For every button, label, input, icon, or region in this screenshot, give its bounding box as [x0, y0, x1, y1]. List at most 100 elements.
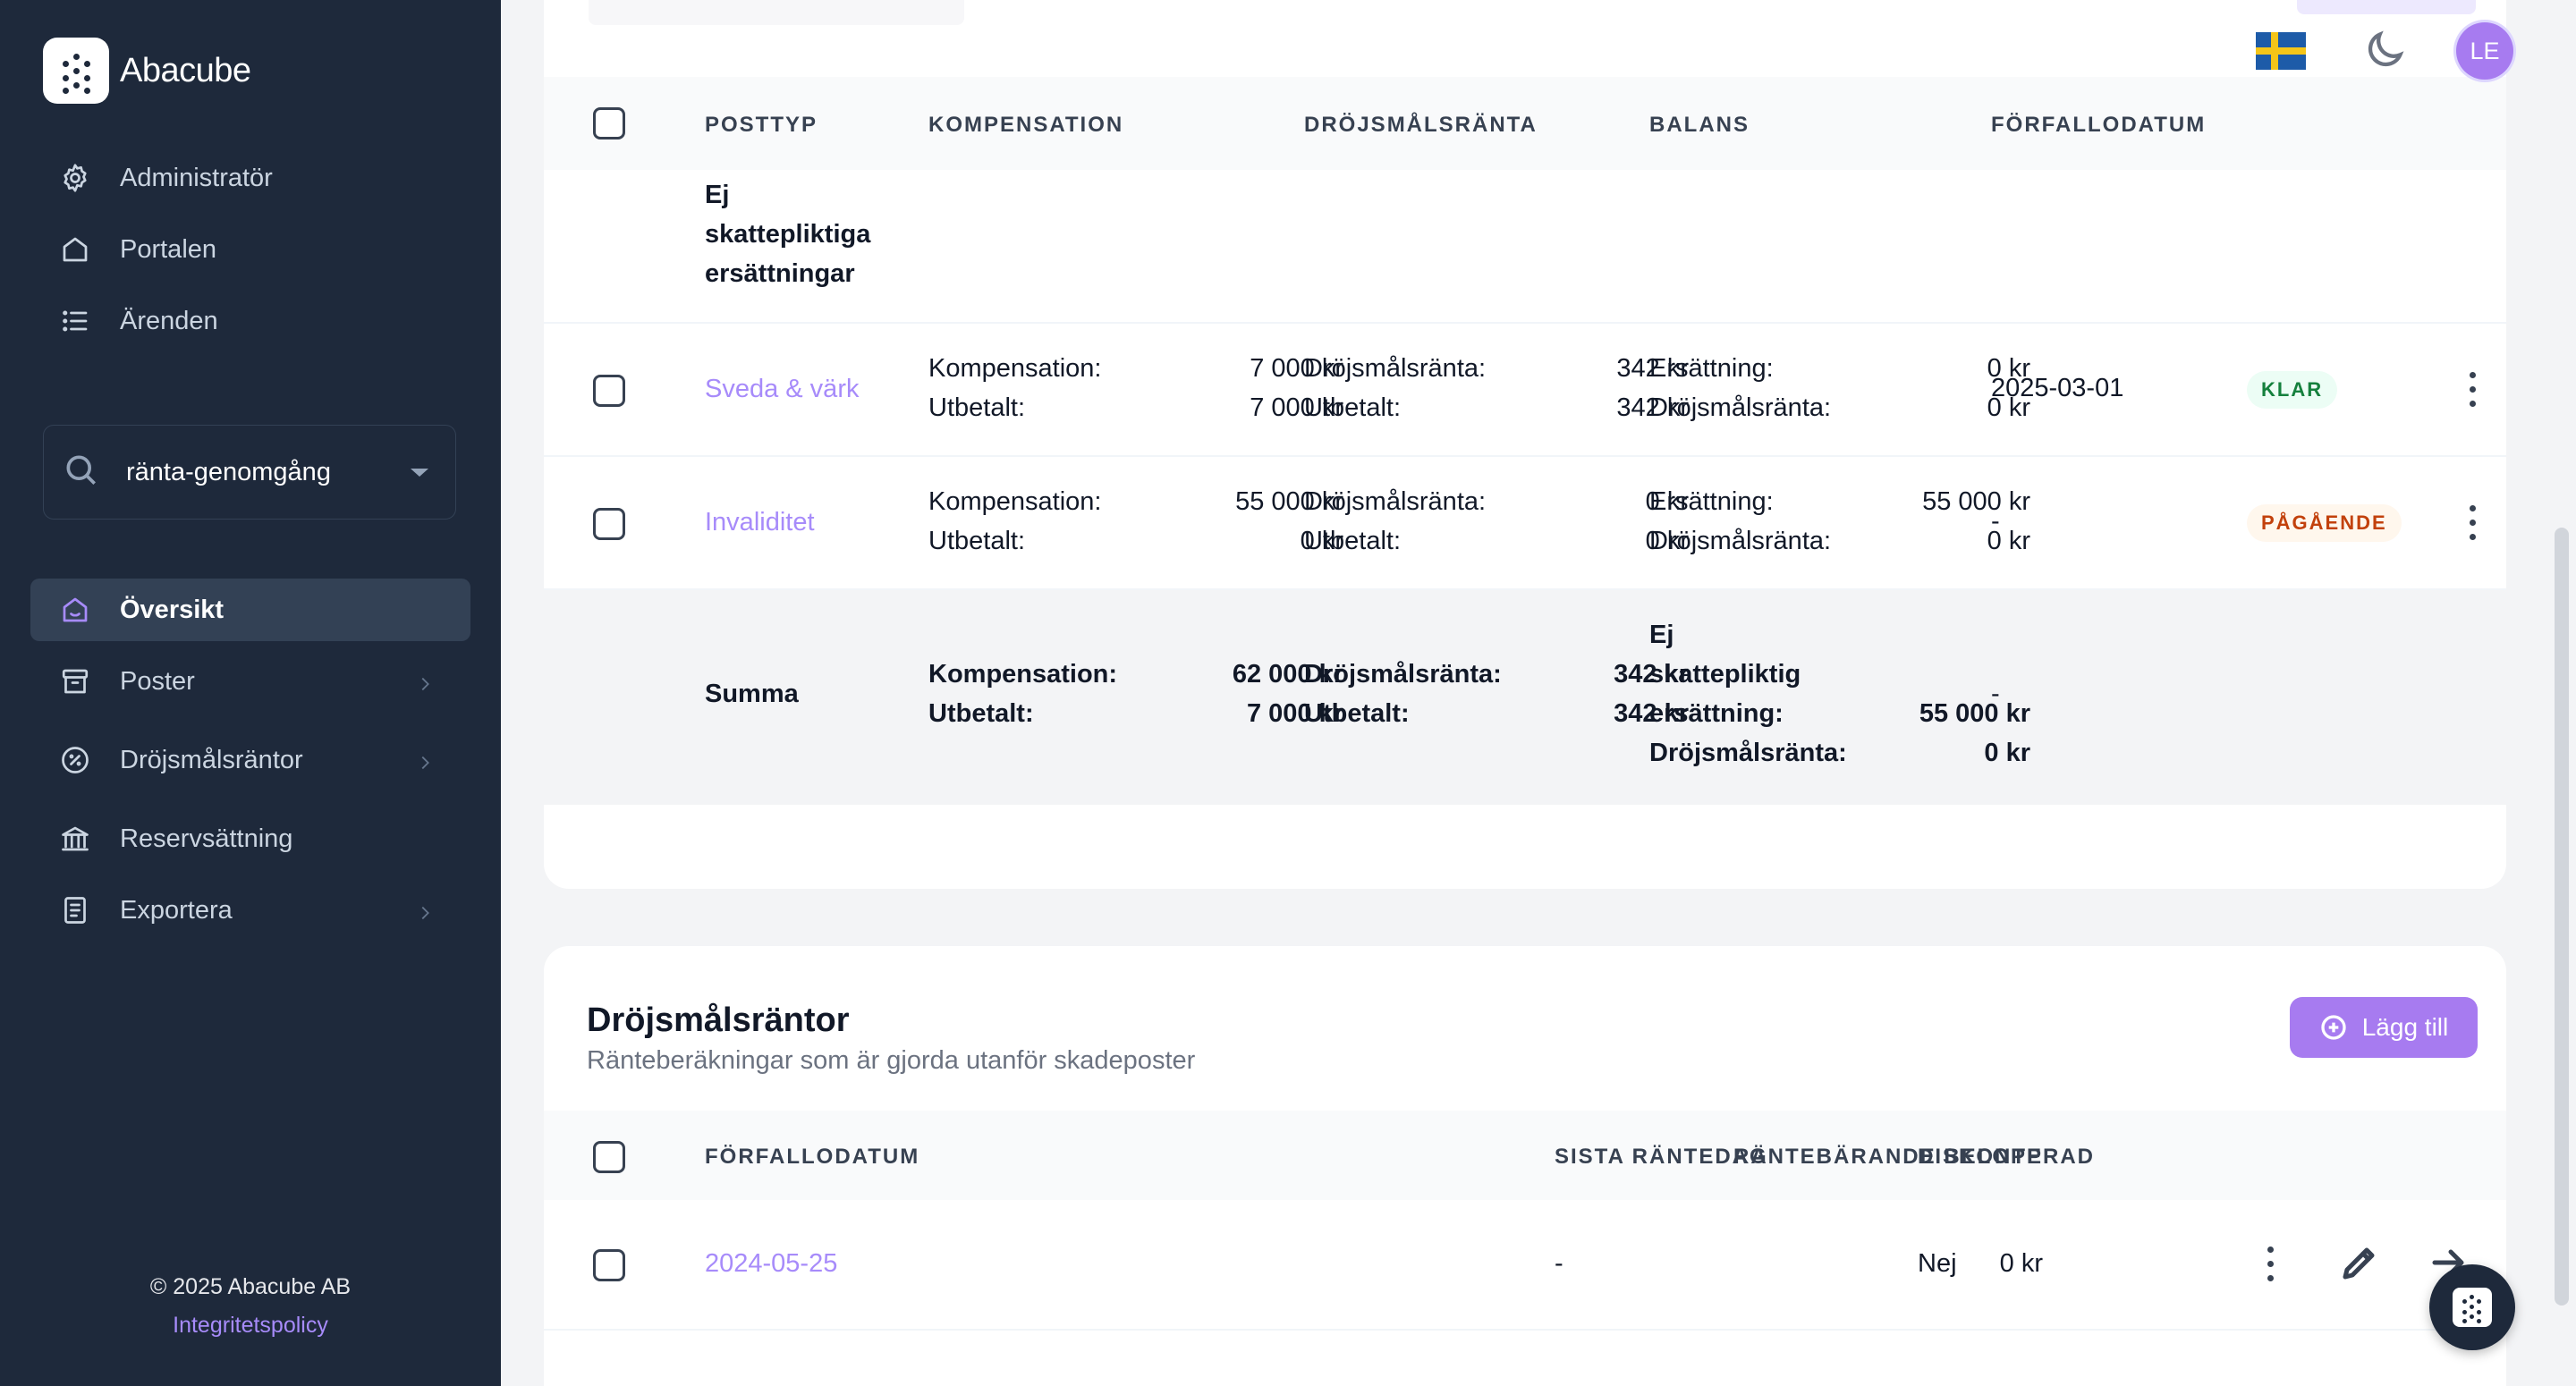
- cell-value: 342 kr: [1616, 354, 1689, 383]
- group-label: skattepliktiga: [705, 220, 871, 249]
- privacy-policy-link[interactable]: Integritetspolicy: [173, 1313, 328, 1338]
- column-header[interactable]: DISKONTERAD: [1918, 1145, 2096, 1169]
- archive-icon: [57, 663, 93, 699]
- row-checkbox[interactable]: [593, 508, 625, 540]
- posttyp-link[interactable]: Sveda & värk: [705, 375, 860, 403]
- sidebar-item-administrator[interactable]: Administratör: [30, 147, 470, 209]
- sidebar-item-label: Administratör: [120, 163, 273, 192]
- interest-card: Dröjsmålsräntor Ränteberäkningar som är …: [544, 946, 2506, 1386]
- sidebar-item-arenden[interactable]: Ärenden: [30, 290, 470, 352]
- column-header[interactable]: BALANS: [1649, 113, 1750, 137]
- sidebar-item-label: Översikt: [120, 595, 225, 624]
- cell-value: 0 kr: [1645, 487, 1689, 516]
- status-badge: PÅGÅENDE: [2247, 504, 2402, 542]
- more-options-icon[interactable]: [2467, 503, 2478, 543]
- column-header[interactable]: FÖRFALLODATUM: [705, 1145, 920, 1169]
- cell-label: skattepliktig: [1649, 660, 1801, 689]
- case-selector[interactable]: ränta-genomgång: [43, 425, 456, 520]
- column-header[interactable]: POSTTYP: [705, 113, 818, 137]
- chevron-right-icon: [415, 750, 435, 780]
- table-group-row: Ej skattepliktiga ersättningar: [544, 170, 2506, 324]
- document-icon: [57, 892, 93, 928]
- case-selector-value: ränta-genomgång: [126, 457, 331, 486]
- sidebar-item-poster[interactable]: Poster: [30, 650, 470, 713]
- cell-label: Ej: [1649, 621, 1674, 649]
- page-scrollbar[interactable]: [2555, 528, 2569, 1306]
- cell-label: Dröjsmålsränta:: [1649, 739, 1847, 767]
- cell-label: ersättning:: [1649, 699, 1784, 728]
- sidebar-item-label: Dröjsmålsräntor: [120, 745, 303, 774]
- sidebar-item-label: Exportera: [120, 895, 233, 925]
- cell-label: Kompensation:: [928, 354, 1102, 383]
- home-icon: [57, 592, 93, 628]
- brand-logo[interactable]: Abacube: [43, 38, 251, 104]
- more-options-icon[interactable]: [2467, 370, 2478, 410]
- chevron-right-icon: [415, 900, 435, 930]
- sidebar-item-portalen[interactable]: Portalen: [30, 218, 470, 281]
- cell-value: 0 kr: [1987, 527, 2030, 555]
- brand-name: Abacube: [120, 51, 251, 89]
- sidebar-item-drojsmalsrantor[interactable]: Dröjsmålsräntor: [30, 729, 470, 791]
- sidebar-item-label: Poster: [120, 666, 195, 696]
- cell-label: Dröjsmålsränta:: [1304, 487, 1487, 516]
- add-interest-button[interactable]: Lägg till: [2290, 997, 2478, 1058]
- table-row[interactable]: 2024-05-25 0 kr - Nej: [544, 1200, 2506, 1331]
- sidebar-item-exportera[interactable]: Exportera: [30, 879, 470, 942]
- sidebar: Abacube Administratör Portalen Ärenden r…: [0, 0, 501, 1386]
- chevron-right-icon: [415, 672, 435, 701]
- section-subtitle: Ränteberäkningar som är gjorda utanför s…: [587, 1046, 1196, 1075]
- list-icon: [57, 303, 93, 339]
- cell-value: 0 kr: [1300, 527, 1343, 555]
- cell-label: Dröjsmålsränta:: [1304, 660, 1502, 689]
- column-header[interactable]: RÄNTEBÄRANDE BELOPP: [1733, 1145, 2043, 1169]
- column-header[interactable]: FÖRFALLODATUM: [1991, 113, 2207, 137]
- table-row[interactable]: Sveda & värk Kompensation: Utbetalt: 7 0…: [544, 324, 2506, 457]
- abacube-logo-icon: [2453, 1288, 2492, 1327]
- cell-label: Dröjsmålsränta:: [1649, 527, 1832, 555]
- cell-value: 342 kr: [1614, 660, 1689, 689]
- interest-amount: 0 kr: [1999, 1249, 2043, 1278]
- more-options-icon[interactable]: [2265, 1245, 2275, 1284]
- cell-value: 0 kr: [1987, 354, 2030, 383]
- home-icon: [57, 232, 93, 267]
- cell-value: 0 kr: [1987, 393, 2030, 422]
- avatar[interactable]: LE: [2456, 22, 2513, 80]
- due-date: -: [1991, 507, 2000, 536]
- status-badge: KLAR: [2247, 371, 2338, 409]
- edit-icon[interactable]: [2338, 1241, 2381, 1291]
- cell-value: 62 000 kr: [1232, 660, 1343, 689]
- select-all-checkbox[interactable]: [593, 1141, 625, 1173]
- summary-label: Summa: [705, 680, 799, 708]
- table-row[interactable]: Invaliditet Kompensation: Utbetalt: 55 0…: [544, 457, 2506, 590]
- sweden-flag-icon[interactable]: [2256, 32, 2306, 70]
- due-date-link[interactable]: 2024-05-25: [705, 1249, 838, 1278]
- sidebar-item-reservsattning[interactable]: Reservsättning: [30, 807, 470, 870]
- column-header[interactable]: KOMPENSATION: [928, 113, 1124, 137]
- cell-label: Utbetalt:: [1304, 393, 1401, 422]
- posttyp-link[interactable]: Invaliditet: [705, 508, 815, 537]
- card-action-scrolled: [2297, 0, 2476, 14]
- cell-label: Dröjsmålsränta:: [1304, 354, 1487, 383]
- cell-value: 55 000 kr: [1919, 699, 2030, 728]
- column-header[interactable]: DRÖJSMÅLSRÄNTA: [1304, 113, 1538, 137]
- chevron-down-icon: [411, 469, 428, 477]
- select-all-checkbox[interactable]: [593, 107, 625, 139]
- row-checkbox[interactable]: [593, 1249, 625, 1281]
- cell-label: Kompensation:: [928, 487, 1102, 516]
- cell-label: Utbetalt:: [1304, 527, 1401, 555]
- column-header[interactable]: SISTA RÄNTEDAG: [1555, 1145, 1768, 1169]
- row-checkbox[interactable]: [593, 375, 625, 407]
- due-date: 2025-03-01: [1991, 374, 2124, 402]
- chat-widget-button[interactable]: [2429, 1264, 2515, 1350]
- gear-icon: [57, 160, 93, 196]
- group-label: ersättningar: [705, 259, 855, 288]
- moon-icon[interactable]: [2361, 27, 2408, 73]
- cell-value: 55 000 kr: [1235, 487, 1343, 516]
- summary-row: Summa Kompensation: Utbetalt: 62 000 kr …: [544, 590, 2506, 805]
- cell-label: Utbetalt:: [928, 393, 1025, 422]
- cell-value: 7 000 kr: [1250, 354, 1343, 383]
- posts-table-header: POSTTYP KOMPENSATION DRÖJSMÅLSRÄNTA BALA…: [544, 77, 2506, 170]
- cell-value: 0 kr: [1984, 739, 2030, 767]
- sidebar-item-label: Ärenden: [120, 306, 218, 335]
- sidebar-item-oversikt[interactable]: Översikt: [30, 579, 470, 641]
